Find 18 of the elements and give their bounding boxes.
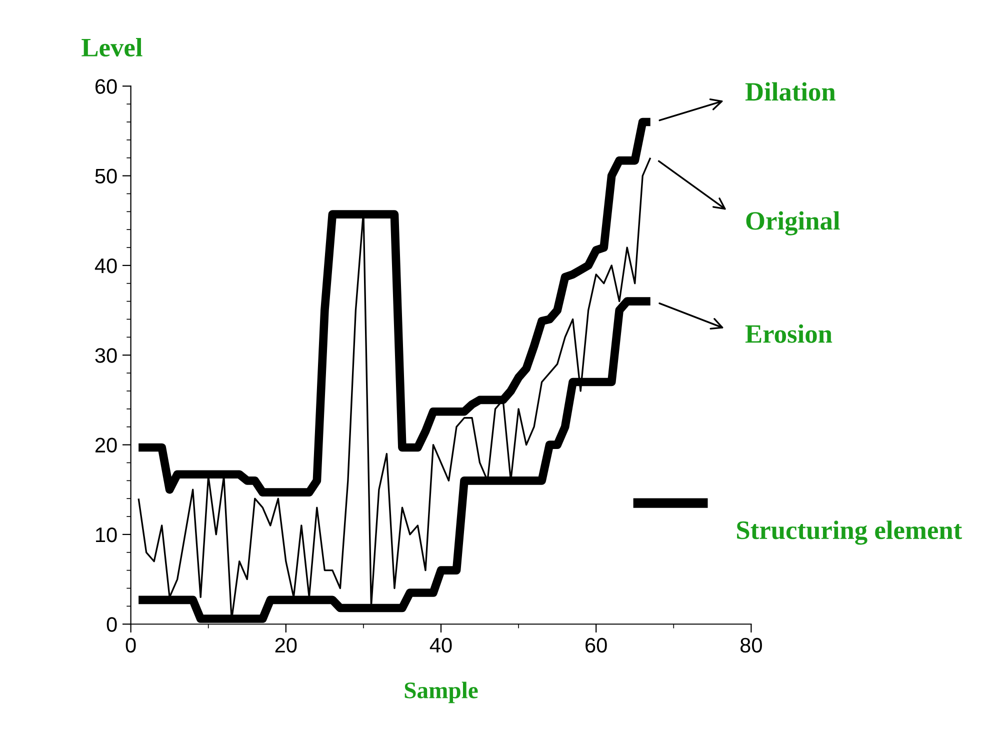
legend-label: Dilation <box>745 82 836 101</box>
annotation: Structuring element <box>737 520 962 545</box>
y-tick-label: 20 <box>95 438 117 453</box>
y-tick-label: 10 <box>96 527 117 542</box>
y-tick-label: 50 <box>95 168 117 184</box>
x-axis-title: Sample <box>404 682 478 704</box>
x-tick-label: 80 <box>740 638 762 653</box>
x-tick-label: 40 <box>430 638 452 653</box>
y-axis-title: Level <box>82 38 142 57</box>
legend-label: Erosion <box>745 324 832 343</box>
y-tick-label: 0 <box>106 617 117 632</box>
text: Original <box>746 211 840 236</box>
y-tick-label: 30 <box>95 348 117 363</box>
x-tick-label: 0 <box>126 638 136 653</box>
y-tick-label: 60 <box>96 79 117 94</box>
x-tick-label: 20 <box>275 638 297 653</box>
y-tick-label: 40 <box>94 258 117 274</box>
x-tick-label: 60 <box>586 638 607 653</box>
